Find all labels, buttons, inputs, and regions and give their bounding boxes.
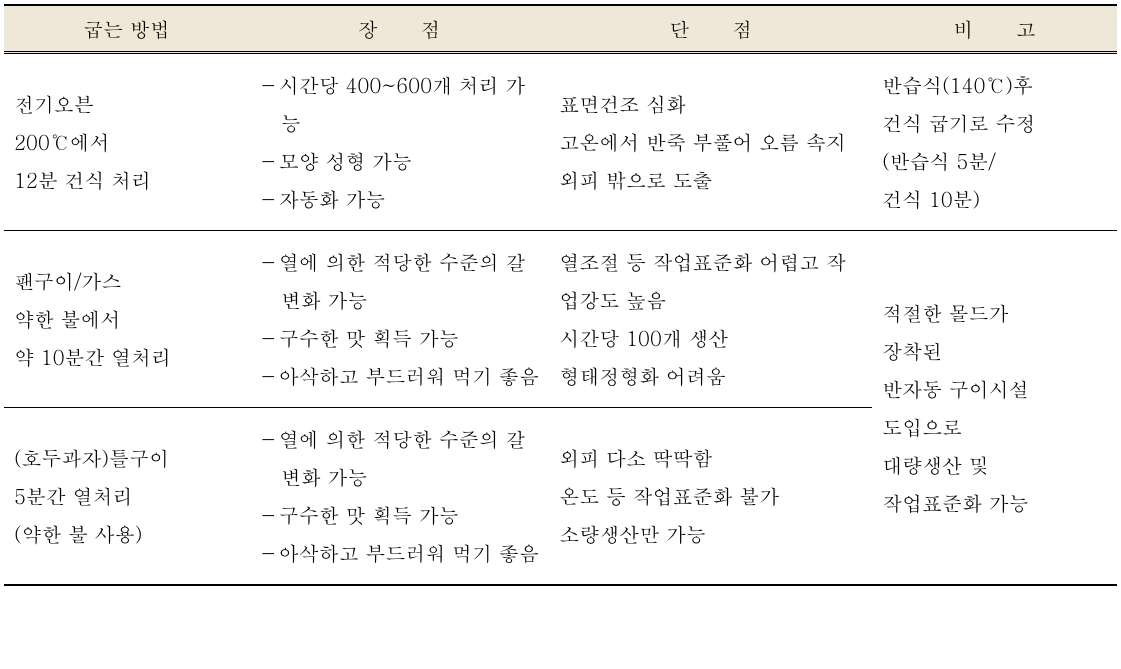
col-header-pros: 장 점 (249, 5, 550, 53)
cell-note: 반습식(140℃)후 건식 굽기로 수정 (반습식 5분/ 건식 10분) (872, 53, 1117, 231)
table-row: 팬구이/가스 약한 불에서 약 10분간 열처리 －열에 의한 적당한 수준의 … (4, 231, 1117, 408)
col-header-note: 비 고 (872, 5, 1117, 53)
cell-pros: －열에 의한 적당한 수준의 갈변화 가능 －구수한 맛 획득 가능 －아삭하고… (249, 408, 550, 586)
cell-method: 전기오븐 200℃에서 12분 건식 처리 (4, 53, 249, 231)
cell-cons: 외피 다소 딱딱함 온도 등 작업표준화 불가 소량생산만 가능 (549, 408, 872, 586)
table-row: 전기오븐 200℃에서 12분 건식 처리 －시간당 400~600개 처리 가… (4, 53, 1117, 231)
cell-cons: 열조절 등 작업표준화 어렵고 작업강도 높음 시간당 100개 생산 형태정형… (549, 231, 872, 408)
cell-method: (호두과자)틀구이 5분간 열처리 (약한 불 사용) (4, 408, 249, 586)
cell-pros: －열에 의한 적당한 수준의 갈변화 가능 －구수한 맛 획득 가능 －아삭하고… (249, 231, 550, 408)
cell-method: 팬구이/가스 약한 불에서 약 10분간 열처리 (4, 231, 249, 408)
cell-pros: －시간당 400~600개 처리 가능 －모양 성형 가능 －자동화 가능 (249, 53, 550, 231)
baking-comparison-table: 굽는 방법 장 점 단 점 비 고 전기오븐 200℃에서 12분 건식 처리 … (4, 4, 1117, 586)
cell-cons: 표면건조 심화 고온에서 반죽 부풀어 오름 속지 외피 밖으로 도출 (549, 53, 872, 231)
col-header-cons: 단 점 (549, 5, 872, 53)
table-header-row: 굽는 방법 장 점 단 점 비 고 (4, 5, 1117, 53)
col-header-method: 굽는 방법 (4, 5, 249, 53)
cell-note-merged: 적절한 몰드가 장착된 반자동 구이시설 도입으로 대량생산 및 작업표준화 가… (872, 231, 1117, 586)
